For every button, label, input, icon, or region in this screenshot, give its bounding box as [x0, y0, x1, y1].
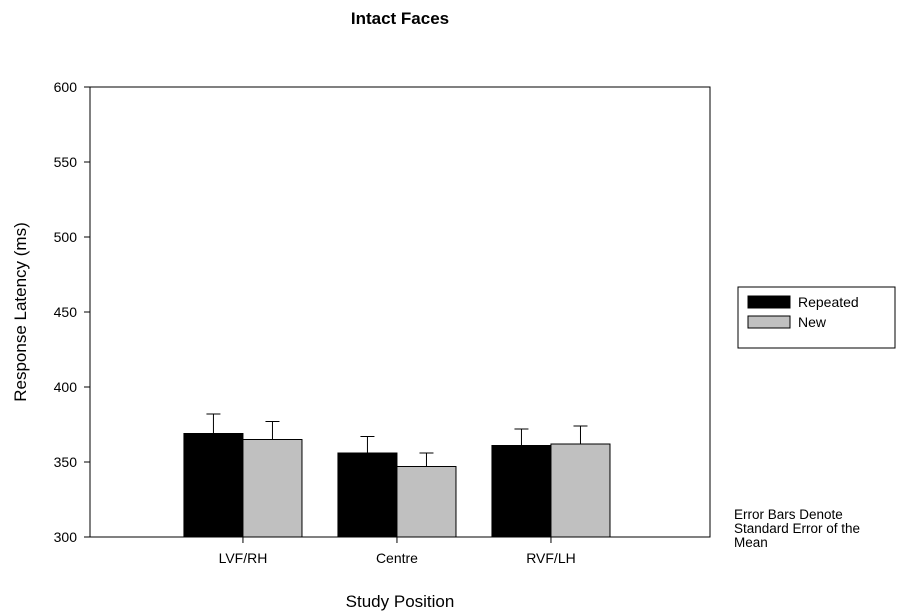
bar-new [242, 439, 303, 538]
legend: Repeated New [737, 286, 896, 349]
x-tick-label: LVF/RH [219, 550, 268, 566]
bar-repeated [337, 452, 398, 538]
bar-new [396, 466, 457, 538]
legend-swatch-repeated [747, 295, 791, 309]
note-line-3: Mean [734, 535, 768, 550]
bar-repeated [183, 433, 244, 538]
x-tick-label: Centre [376, 550, 418, 566]
y-tick-label: 500 [54, 229, 78, 245]
bar-series [183, 413, 611, 538]
y-tick-label: 400 [54, 379, 78, 395]
note-line-2: Standard Error of the [734, 521, 861, 536]
legend-label-new: New [798, 314, 827, 330]
x-axis-label: Study Position [346, 592, 455, 611]
y-tick-label: 450 [54, 304, 78, 320]
legend-label-repeated: Repeated [798, 294, 859, 310]
y-tick-label: 300 [54, 529, 78, 545]
y-tick-label: 600 [54, 79, 78, 95]
y-axis-label: Response Latency (ms) [11, 222, 30, 402]
y-tick-label: 550 [54, 154, 78, 170]
chart-title: Intact Faces [351, 9, 449, 28]
bar-repeated [491, 445, 552, 538]
y-axis: 300 350 400 450 500 550 600 [54, 79, 90, 545]
x-tick-label: RVF/LH [526, 550, 576, 566]
y-tick-label: 350 [54, 454, 78, 470]
legend-swatch-new [747, 315, 791, 329]
x-axis: LVF/RH Centre RVF/LH [219, 537, 576, 566]
note-line-1: Error Bars Denote [734, 507, 843, 522]
bar-new [550, 443, 611, 538]
error-bar-note: Error Bars Denote Standard Error of the … [734, 508, 902, 550]
